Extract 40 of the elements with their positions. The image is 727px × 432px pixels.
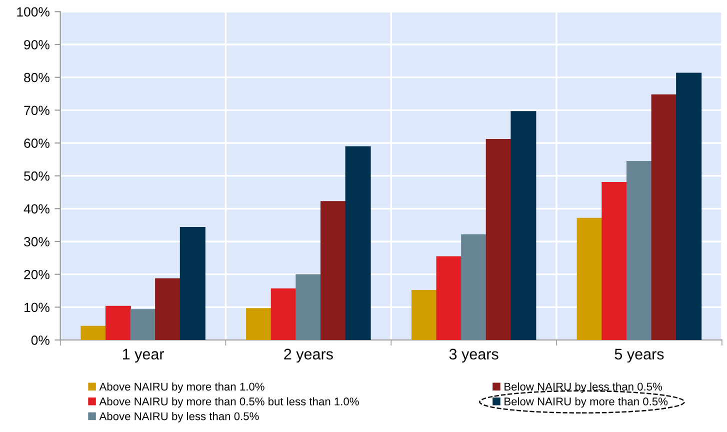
bar <box>296 274 322 340</box>
bar <box>486 139 512 340</box>
bar <box>246 308 272 340</box>
bar <box>510 111 536 340</box>
bar <box>602 182 628 340</box>
bar <box>270 288 296 340</box>
bar <box>436 256 462 340</box>
bar <box>320 201 346 340</box>
bar <box>626 161 652 340</box>
x-tick-label: 5 years <box>614 348 664 363</box>
y-tick-label: 60% <box>24 138 50 148</box>
x-tick-label: 2 years <box>284 348 333 363</box>
bar <box>345 146 371 340</box>
bar <box>651 94 677 340</box>
y-tick-label: 30% <box>24 237 50 246</box>
y-tick-label: 90% <box>24 40 50 50</box>
bar <box>130 309 156 340</box>
y-tick-label: 40% <box>24 204 50 214</box>
legend-label: Above NAIRU by more than 1.0% <box>99 382 264 393</box>
legend-label: Below NAIRU by less than 0.5% <box>504 382 662 393</box>
legend-label: Above NAIRU by less than 0.5% <box>99 412 259 422</box>
bar <box>105 306 131 340</box>
y-tick-label: 80% <box>24 72 50 82</box>
bar <box>155 278 181 340</box>
legend-label: Below NAIRU by more than 0.5% <box>504 397 668 408</box>
y-tick-label: 0% <box>31 336 50 345</box>
bar <box>411 290 437 340</box>
x-tick-label: 1 year <box>122 348 164 363</box>
x-tick-label: 3 years <box>449 348 498 363</box>
y-tick-label: 10% <box>24 302 50 312</box>
bar <box>461 234 487 340</box>
y-tick-label: 50% <box>24 171 50 181</box>
bar <box>576 218 602 340</box>
legend-label: Above NAIRU by more than 0.5% but less than 1.0% <box>99 397 359 408</box>
y-tick-label: 70% <box>24 106 50 116</box>
bar <box>180 227 206 340</box>
y-tick-label: 100% <box>17 7 50 17</box>
bar <box>676 72 702 340</box>
y-tick-label: 20% <box>24 270 50 280</box>
bar <box>80 326 106 340</box>
